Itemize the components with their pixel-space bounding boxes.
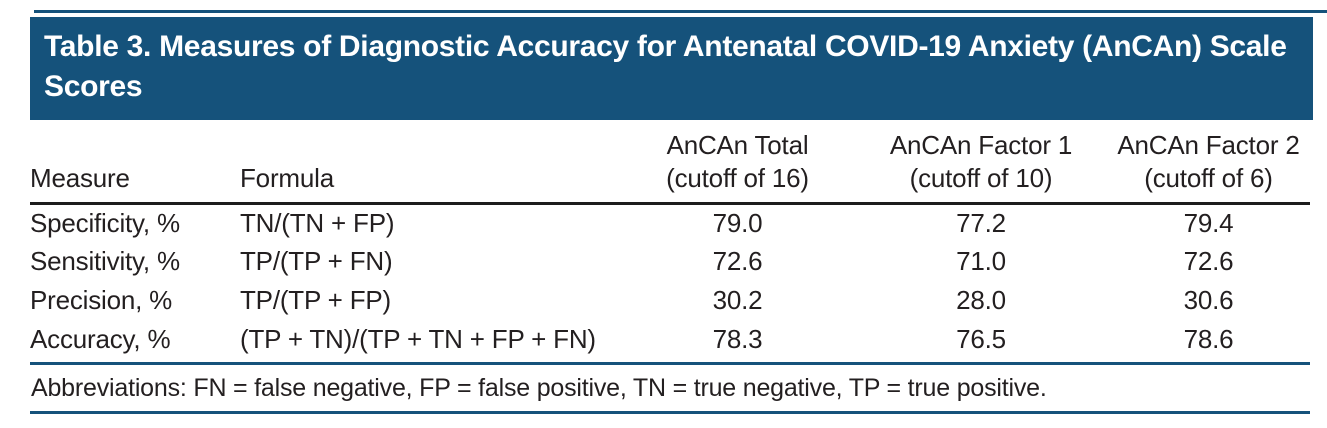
abbreviations-footnote: Abbreviations: FN = false negative, FP =… [31,374,1047,402]
value-cell-ancan-factor1: 77.2 [956,207,1006,238]
table-row-sensitivity: Sensitivity, % TP/(TP + FN) 72.6 71.0 72… [30,242,1310,281]
value-cell-ancan-factor2: 79.4 [1183,207,1234,238]
value-cell-ancan-factor1: 28.0 [956,285,1006,315]
column-header-ancan-factor1-line2: (cutoff of 10) [909,162,1053,193]
column-header-ancan-factor1: AnCAn Factor 1 (cutoff of 10) [855,120,1107,205]
value-cell-ancan-factor2: 30.6 [1183,285,1234,315]
measure-cell: Sensitivity, % [30,246,180,276]
column-header-ancan-factor2: AnCAn Factor 2 (cutoff of 6) [1107,120,1310,205]
measure-cell: Precision, % [30,285,173,315]
footnote-top-rule [30,362,1310,365]
diagnostic-accuracy-table: Measure Formula AnCAn Total (cutoff of 1… [30,120,1310,359]
value-cell-ancan-factor2: 78.6 [1183,324,1234,354]
table-row-precision: Precision, % TP/(TP + FP) 30.2 28.0 30.6 [30,281,1310,320]
table-row-specificity: Specificity, % TN/(TN + FP) 79.0 77.2 79… [30,203,1310,242]
header-row: Measure Formula AnCAn Total (cutoff of 1… [30,120,1310,205]
table-title: Table 3. Measures of Diagnostic Accuracy… [44,30,1287,103]
column-header-formula: Formula [240,120,620,205]
column-header-measure: Measure [30,120,240,205]
value-cell-ancan-factor2: 72.6 [1183,246,1234,276]
column-header-ancan-total-line1: AnCAn Total [666,129,809,160]
table-body: Specificity, % TN/(TN + FP) 79.0 77.2 79… [30,203,1310,359]
column-header-ancan-factor2-line1: AnCAn Factor 2 [1117,129,1300,160]
formula-cell: TP/(TP + FN) [240,246,393,276]
value-cell-ancan-total: 72.6 [712,246,763,276]
formula-cell: TP/(TP + FP) [240,285,391,315]
bottom-rule [30,411,1310,414]
column-header-ancan-total: AnCAn Total (cutoff of 16) [620,120,855,205]
measure-cell: Specificity, % [30,207,180,238]
value-cell-ancan-total: 30.2 [712,285,763,315]
value-cell-ancan-total: 79.0 [712,207,763,238]
measure-cell: Accuracy, % [30,324,171,354]
column-header-ancan-factor1-line1: AnCAn Factor 1 [889,129,1073,160]
formula-cell: (TP + TN)/(TP + TN + FP + FN) [240,324,596,354]
column-header-ancan-factor2-line2: (cutoff of 6) [1144,162,1273,193]
value-cell-ancan-factor1: 76.5 [956,324,1006,354]
table-row-accuracy: Accuracy, % (TP + TN)/(TP + TN + FP + FN… [30,320,1310,359]
table-title-bar: Table 3. Measures of Diagnostic Accuracy… [30,17,1313,120]
value-cell-ancan-total: 78.3 [712,324,763,354]
column-header-ancan-total-line2: (cutoff of 16) [666,162,809,193]
table-header: Measure Formula AnCAn Total (cutoff of 1… [30,120,1310,205]
value-cell-ancan-factor1: 71.0 [956,246,1006,276]
top-accent-rule [34,10,1327,13]
formula-cell: TN/(TN + FP) [240,207,395,238]
